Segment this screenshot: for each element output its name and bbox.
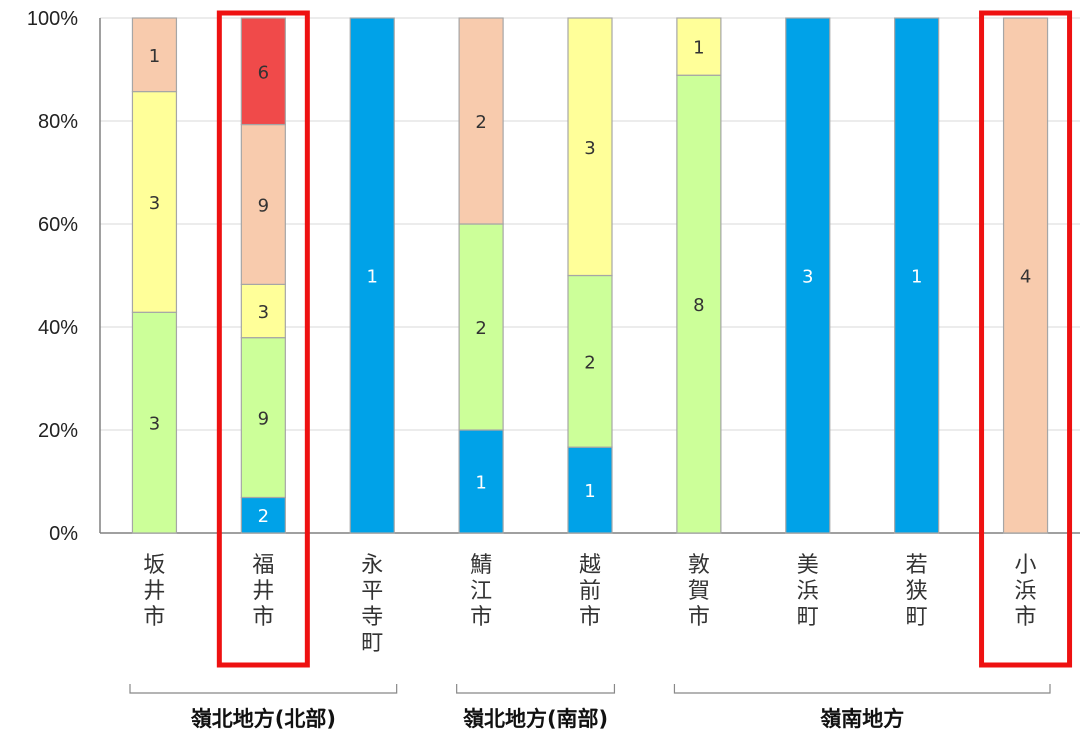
y-tick-label: 100% [27, 8, 78, 30]
highlight-box [979, 10, 1073, 668]
group-label: 嶺北地方(南部) [463, 707, 608, 731]
y-axis: 0% 20% 40% 60% 80% 100% [27, 8, 101, 545]
x-tick-label: 坂井市 [143, 553, 165, 630]
x-tick-label: 鯖江市 [470, 553, 492, 630]
data-label: 4 [1020, 267, 1031, 288]
x-tick-label: 若狭町 [906, 553, 928, 630]
data-label: 1 [149, 46, 160, 67]
data-label: 1 [475, 473, 486, 494]
bar-segment [458, 223, 504, 431]
x-tick-label: 小浜市 [1015, 553, 1037, 630]
bar-segment [349, 17, 395, 534]
bar-segment [240, 123, 286, 285]
bar-segment [894, 17, 940, 534]
bar-segment [131, 17, 178, 93]
bar-segment [567, 17, 613, 277]
data-label: 8 [693, 295, 704, 316]
x-tick-label: 永平寺町 [361, 553, 383, 656]
data-label: 3 [258, 302, 269, 323]
y-tick-label: 40% [38, 317, 78, 339]
bar-segment [676, 17, 722, 76]
data-label: 2 [258, 506, 269, 527]
group-bracket [456, 684, 616, 694]
data-label: 2 [475, 112, 486, 133]
data-label: 2 [584, 352, 595, 373]
highlight-boxes [216, 10, 1073, 668]
data-label: 1 [366, 267, 377, 288]
bar-segment [240, 283, 286, 339]
data-label: 1 [584, 481, 595, 502]
data-label: 3 [149, 193, 160, 214]
bar-segment [1002, 17, 1049, 534]
bar-segment [131, 311, 178, 534]
x-tick-label: 敦賀市 [688, 553, 710, 630]
bar-segment [458, 429, 504, 534]
data-label: 9 [258, 195, 269, 216]
group-bracket [129, 684, 398, 694]
x-tick-label: 越前市 [579, 553, 601, 630]
bar-segment [785, 17, 831, 534]
data-label: 6 [258, 62, 269, 83]
y-tick-label: 20% [38, 420, 78, 442]
bar-segment [458, 17, 504, 225]
bar-segment [240, 337, 286, 499]
region-groups: 嶺北地方(北部) 嶺北地方(南部) 嶺南地方 [129, 684, 1051, 731]
group-label: 嶺北地方(北部) [191, 707, 336, 731]
x-tick-label: 福井市 [252, 553, 274, 630]
group-label: 嶺南地方 [820, 707, 904, 731]
bar-segment [567, 446, 613, 534]
data-label: 2 [475, 318, 486, 339]
y-tick-label: 80% [38, 111, 78, 133]
data-label: 3 [149, 414, 160, 435]
bar-segment [131, 90, 178, 313]
data-label: 1 [693, 38, 704, 59]
data-label: 1 [911, 267, 922, 288]
bar-segment [567, 274, 613, 448]
bar-segment [240, 17, 286, 126]
data-label: 9 [258, 409, 269, 430]
bar-segment [676, 74, 722, 534]
highlight-box [216, 10, 310, 668]
x-axis-categories: 坂井市 福井市 永平寺町 鯖江市 越前市 敦賀市 美浜町 若狭町 小浜市 [143, 553, 1036, 656]
data-label: 3 [584, 138, 595, 159]
group-bracket [673, 684, 1051, 694]
data-label: 3 [802, 267, 813, 288]
y-tick-label: 60% [38, 214, 78, 236]
x-tick-label: 美浜町 [797, 553, 819, 630]
y-tick-label: 0% [49, 523, 78, 545]
